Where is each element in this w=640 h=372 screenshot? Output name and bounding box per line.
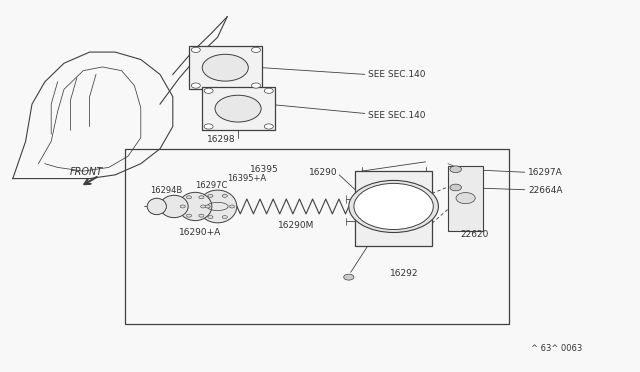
Circle shape bbox=[252, 47, 260, 52]
Ellipse shape bbox=[179, 192, 212, 221]
Bar bbox=[202, 87, 275, 130]
Text: 16395: 16395 bbox=[250, 165, 278, 174]
Ellipse shape bbox=[147, 198, 166, 215]
Text: 22620: 22620 bbox=[461, 230, 489, 239]
Bar bbox=[189, 46, 262, 89]
Circle shape bbox=[199, 196, 204, 199]
Circle shape bbox=[186, 214, 191, 217]
Text: 16297A: 16297A bbox=[528, 169, 563, 177]
Ellipse shape bbox=[160, 195, 188, 218]
Circle shape bbox=[349, 180, 438, 232]
Text: 16290+A: 16290+A bbox=[179, 228, 221, 237]
Circle shape bbox=[204, 124, 213, 129]
Text: 22664A: 22664A bbox=[528, 186, 563, 195]
Text: 16290: 16290 bbox=[309, 169, 337, 177]
Text: 16294B: 16294B bbox=[150, 186, 182, 195]
Circle shape bbox=[222, 216, 227, 219]
Bar bbox=[125, 149, 509, 324]
Bar bbox=[355, 171, 432, 246]
Circle shape bbox=[201, 205, 206, 208]
Text: SEE SEC.140: SEE SEC.140 bbox=[368, 70, 426, 79]
Text: FRONT: FRONT bbox=[70, 167, 103, 177]
Circle shape bbox=[208, 194, 213, 197]
Circle shape bbox=[450, 166, 461, 173]
Circle shape bbox=[264, 124, 273, 129]
Circle shape bbox=[186, 196, 191, 199]
Circle shape bbox=[208, 216, 213, 219]
Text: 16290M: 16290M bbox=[278, 221, 315, 230]
Text: 16292: 16292 bbox=[390, 269, 419, 278]
Circle shape bbox=[204, 88, 213, 93]
Ellipse shape bbox=[198, 190, 237, 223]
Circle shape bbox=[222, 194, 227, 197]
Circle shape bbox=[199, 214, 204, 217]
Text: 16298: 16298 bbox=[207, 135, 235, 144]
Text: 16395+A: 16395+A bbox=[227, 174, 266, 183]
Circle shape bbox=[230, 205, 235, 208]
Circle shape bbox=[205, 205, 210, 208]
Text: SEE SEC.140: SEE SEC.140 bbox=[368, 111, 426, 120]
Circle shape bbox=[191, 83, 200, 88]
Circle shape bbox=[264, 88, 273, 93]
Circle shape bbox=[252, 83, 260, 88]
Circle shape bbox=[180, 205, 186, 208]
Circle shape bbox=[344, 274, 354, 280]
Text: 16297C: 16297C bbox=[195, 182, 228, 190]
Circle shape bbox=[215, 95, 261, 122]
Circle shape bbox=[202, 54, 248, 81]
Circle shape bbox=[456, 193, 476, 204]
Circle shape bbox=[354, 183, 433, 230]
Bar bbox=[448, 166, 483, 231]
Text: ^ 63^ 0063: ^ 63^ 0063 bbox=[531, 344, 582, 353]
Circle shape bbox=[191, 47, 200, 52]
Circle shape bbox=[450, 184, 461, 191]
